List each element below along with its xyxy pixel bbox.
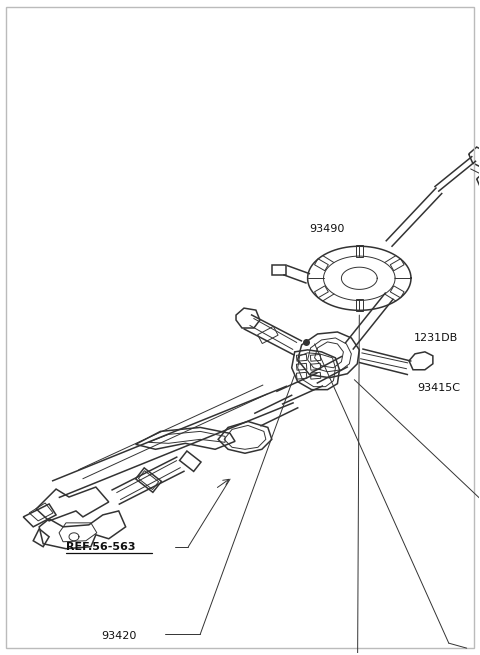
Text: 1231DB: 1231DB	[414, 333, 458, 343]
Text: 93415C: 93415C	[417, 383, 460, 392]
Text: REF.56-563: REF.56-563	[66, 542, 135, 552]
Text: 93490: 93490	[310, 223, 345, 234]
Text: 93420: 93420	[101, 631, 136, 641]
